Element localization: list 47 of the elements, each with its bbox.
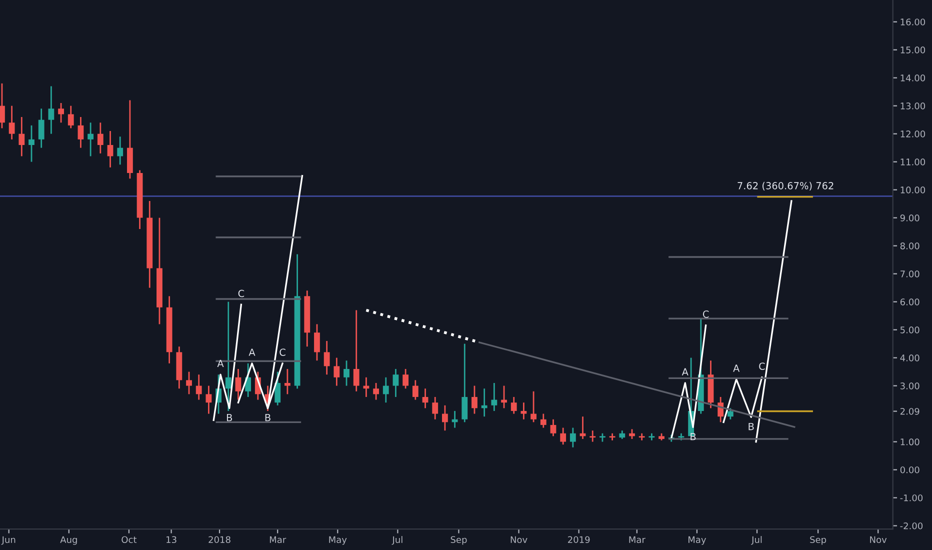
x-tick-label: Mar <box>270 536 286 544</box>
y-tick-label: -2.00 <box>900 522 923 530</box>
y-tick-label: 6.00 <box>900 298 920 306</box>
annotation: C <box>702 310 709 318</box>
y-tick-label: 1.00 <box>900 438 920 446</box>
x-tick-label: 2019 <box>568 536 590 544</box>
y-tick-label: 3.00 <box>900 382 920 390</box>
annotation: A <box>733 364 740 372</box>
y-tick-label: 15.00 <box>900 46 926 54</box>
y-tick-label: 9.00 <box>900 214 920 222</box>
y-tick-label: 11.00 <box>900 158 926 166</box>
annotation: C <box>280 348 286 356</box>
x-tick-label: Jul <box>751 536 762 545</box>
y-tick-label: 13.00 <box>900 102 926 110</box>
x-tick-label: Jun <box>1 536 16 545</box>
x-tick-label: Nov <box>870 536 887 544</box>
annotation: C <box>238 290 244 298</box>
y-tick-label: 12.00 <box>900 130 926 138</box>
x-tick-label: 2018 <box>208 536 230 544</box>
x-tick-label: May <box>329 536 347 545</box>
annotation: B <box>226 414 232 422</box>
y-tick-label: 16.00 <box>900 18 926 26</box>
y-tick-label: 14.00 <box>900 74 926 82</box>
annotation: B <box>748 422 754 430</box>
annotation: A <box>248 348 256 356</box>
x-tick-label: Sep <box>810 536 826 545</box>
y-tick-label: -1.00 <box>900 494 923 502</box>
y-tick-label: 7.00 <box>900 270 920 278</box>
y-tick-label: 0.00 <box>900 466 920 474</box>
annotation: 7.62 (360.67%) 762 <box>738 182 834 191</box>
y-tick-label: 8.00 <box>900 242 920 250</box>
y-tick-label: 10.00 <box>900 186 926 194</box>
x-tick-label: May <box>688 536 706 545</box>
x-tick-label: Jul <box>392 536 402 545</box>
x-tick-label: Sep <box>450 536 467 545</box>
annotation: C <box>759 362 765 370</box>
y-tick-label: 4.00 <box>900 354 920 362</box>
x-tick-label: Mar <box>629 536 646 544</box>
y-tick-label: 5.00 <box>900 326 920 334</box>
y-tick-label: 2.09 <box>900 408 920 415</box>
x-tick-label: Nov <box>510 536 528 544</box>
x-tick-label: Aug <box>60 536 77 545</box>
annotation: A <box>682 368 688 376</box>
annotation: A <box>217 360 224 367</box>
x-tick-label: Oct <box>122 536 137 544</box>
x-tick-label: 13 <box>166 536 176 544</box>
annotation: B <box>265 414 270 422</box>
